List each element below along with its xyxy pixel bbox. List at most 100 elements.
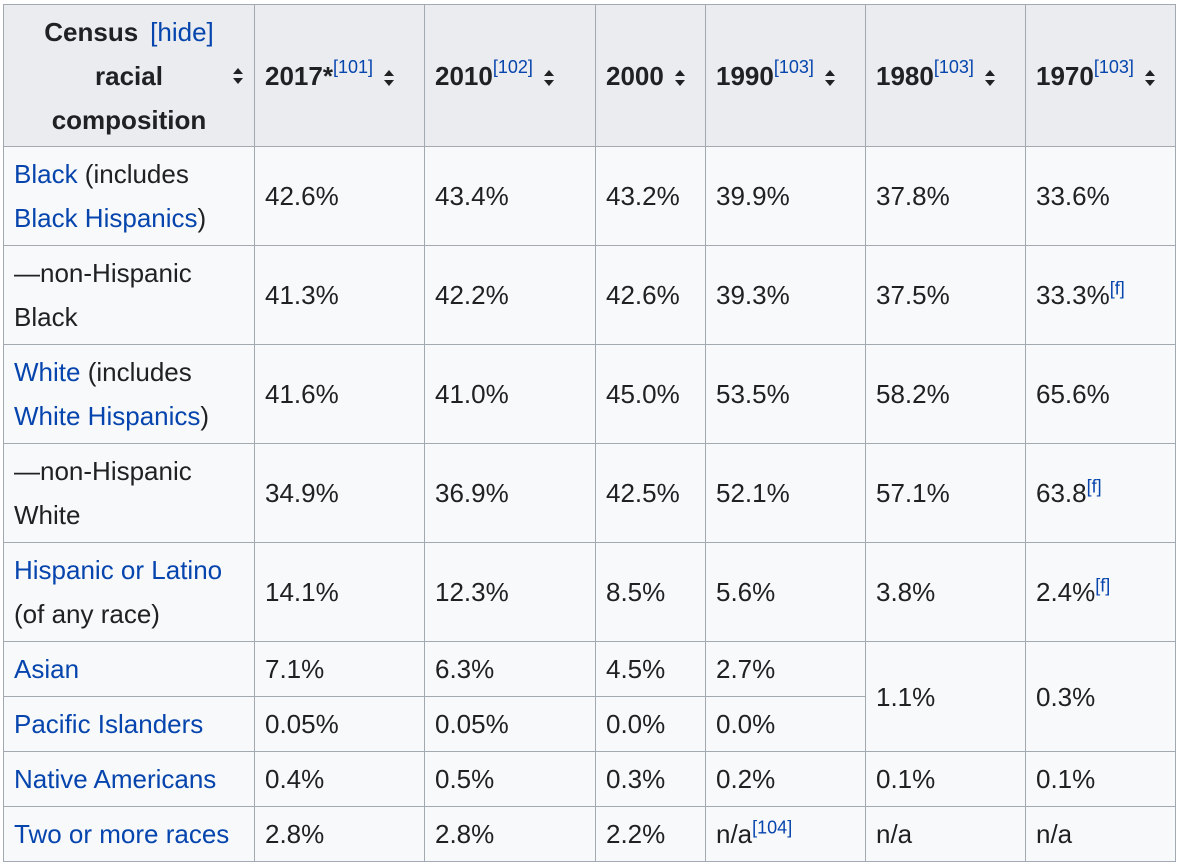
table-cell: 8.5% — [595, 542, 706, 642]
sort-icon[interactable] — [674, 69, 686, 87]
header-line-3: composition — [51, 104, 207, 135]
sort-icon[interactable] — [543, 69, 555, 87]
two-or-more-races-link[interactable]: Two or more races — [14, 819, 230, 849]
table-cell-merged-1970: 0.3% — [1025, 641, 1176, 752]
ref-101[interactable]: [101] — [332, 56, 374, 77]
table-row-white: White (includes White Hispanics) 41.6% 41… — [3, 344, 1176, 444]
table-cell: 0.4% — [254, 751, 425, 807]
table-cell: 63.8[f] — [1025, 443, 1176, 543]
table-cell: 37.5% — [865, 245, 1026, 345]
table-row-non-hispanic-black: —non-Hispanic Black 41.3% 42.2% 42.6% 39.… — [3, 245, 1176, 345]
note-f[interactable]: [f] — [1086, 476, 1102, 497]
table-row-two-or-more-races: Two or more races 2.8% 2.8% 2.2% n/a[104… — [3, 806, 1176, 862]
table-cell: 37.8% — [865, 146, 1026, 246]
black-link[interactable]: Black — [14, 159, 78, 189]
table-cell: 65.6% — [1025, 344, 1176, 444]
table-cell: 0.05% — [424, 696, 596, 752]
table-cell: 43.2% — [595, 146, 706, 246]
table-cell: 42.2% — [424, 245, 596, 345]
table-cell: 36.9% — [424, 443, 596, 543]
table-cell: 0.1% — [1025, 751, 1176, 807]
black-hispanics-link[interactable]: Black Hispanics — [14, 203, 198, 233]
sort-icon[interactable] — [984, 69, 996, 87]
sort-icon[interactable] — [383, 69, 395, 87]
table-cell: 39.3% — [705, 245, 866, 345]
table-row-hispanic: Hispanic or Latino (of any race) 14.1% 12… — [3, 542, 1176, 642]
header-line-2: racial — [95, 60, 163, 91]
native-americans-link[interactable]: Native Americans — [14, 764, 217, 794]
sort-icon[interactable] — [1144, 69, 1156, 87]
table-cell: 39.9% — [705, 146, 866, 246]
table-cell: n/a[104] — [705, 806, 866, 862]
table-cell: 6.3% — [424, 641, 596, 697]
table-cell: 0.0% — [705, 696, 866, 752]
header-census-racial-composition[interactable]: Census [hide] racial composition — [3, 4, 255, 147]
ref-103[interactable]: [103] — [933, 56, 974, 77]
row-label: Hispanic or Latino (of any race) — [3, 542, 255, 642]
table-cell-merged-1980: 1.1% — [865, 641, 1026, 752]
header-2010[interactable]: 2010[102] — [424, 4, 596, 147]
header-2000[interactable]: 2000 — [595, 4, 706, 147]
table-cell: n/a — [865, 806, 1026, 862]
table-cell: 0.1% — [865, 751, 1026, 807]
table-cell: 0.3% — [595, 751, 706, 807]
table-cell: 4.5% — [595, 641, 706, 697]
table-cell: 2.8% — [254, 806, 425, 862]
header-row: Census [hide] racial composition 2017*[10… — [3, 4, 1176, 147]
table-cell: 34.9% — [254, 443, 425, 543]
header-1990[interactable]: 1990[103] — [705, 4, 866, 147]
white-hispanics-link[interactable]: White Hispanics — [14, 401, 201, 431]
ref-104[interactable]: [104] — [752, 817, 793, 838]
table-cell: 43.4% — [424, 146, 596, 246]
table-cell: 2.2% — [595, 806, 706, 862]
table-cell: 57.1% — [865, 443, 1026, 543]
table-cell: 42.6% — [254, 146, 425, 246]
row-label: —non-Hispanic Black — [3, 245, 255, 345]
table-cell: 58.2% — [865, 344, 1026, 444]
table-cell: 41.0% — [424, 344, 596, 444]
row-label: White (includes White Hispanics) — [3, 344, 255, 444]
sort-icon[interactable] — [232, 67, 244, 85]
table-cell: 0.2% — [705, 751, 866, 807]
table-cell: 3.8% — [865, 542, 1026, 642]
row-label: Asian — [3, 641, 255, 697]
row-label: Native Americans — [3, 751, 255, 807]
note-f[interactable]: [f] — [1109, 278, 1125, 299]
table-cell: 7.1% — [254, 641, 425, 697]
white-link[interactable]: White — [14, 357, 81, 387]
header-1970[interactable]: 1970[103] — [1025, 4, 1176, 147]
table-cell: 41.3% — [254, 245, 425, 345]
row-label: —non-Hispanic White — [3, 443, 255, 543]
sort-icon[interactable] — [824, 69, 836, 87]
row-label: Pacific Islanders — [3, 696, 255, 752]
ref-102[interactable]: [102] — [492, 56, 533, 77]
table-row-non-hispanic-white: —non-Hispanic White 34.9% 36.9% 42.5% 52.… — [3, 443, 1176, 543]
table-row-asian: Asian 7.1% 6.3% 4.5% 2.7% 1.1% 0.3% — [3, 641, 1176, 752]
table-cell: 42.6% — [595, 245, 706, 345]
table-cell: 53.5% — [705, 344, 866, 444]
hide-link[interactable]: [hide] — [150, 16, 214, 47]
row-label: Two or more races — [3, 806, 255, 862]
table-cell: 2.7% — [705, 641, 866, 697]
census-racial-composition-table: Census [hide] racial composition 2017*[10… — [3, 4, 1176, 862]
table-cell: 2.8% — [424, 806, 596, 862]
table-cell: n/a — [1025, 806, 1176, 862]
ref-103[interactable]: [103] — [1093, 56, 1134, 77]
table-cell: 0.5% — [424, 751, 596, 807]
table-cell: 0.05% — [254, 696, 425, 752]
header-1980[interactable]: 1980[103] — [865, 4, 1026, 147]
table-cell: 45.0% — [595, 344, 706, 444]
hispanic-or-latino-link[interactable]: Hispanic or Latino — [14, 555, 223, 585]
note-f[interactable]: [f] — [1095, 575, 1111, 596]
header-line-1: Census [hide] — [44, 16, 214, 47]
row-label: Black (includes Black Hispanics) — [3, 146, 255, 246]
table-cell: 14.1% — [254, 542, 425, 642]
table-cell: 33.6% — [1025, 146, 1176, 246]
table-row-native-americans: Native Americans 0.4% 0.5% 0.3% 0.2% 0.1… — [3, 751, 1176, 807]
header-2017[interactable]: 2017*[101] — [254, 4, 425, 147]
ref-103[interactable]: [103] — [773, 56, 814, 77]
table-cell: 12.3% — [424, 542, 596, 642]
pacific-islanders-link[interactable]: Pacific Islanders — [14, 709, 204, 739]
table-row-black: Black (includes Black Hispanics) 42.6% 43… — [3, 146, 1176, 246]
asian-link[interactable]: Asian — [14, 654, 80, 684]
